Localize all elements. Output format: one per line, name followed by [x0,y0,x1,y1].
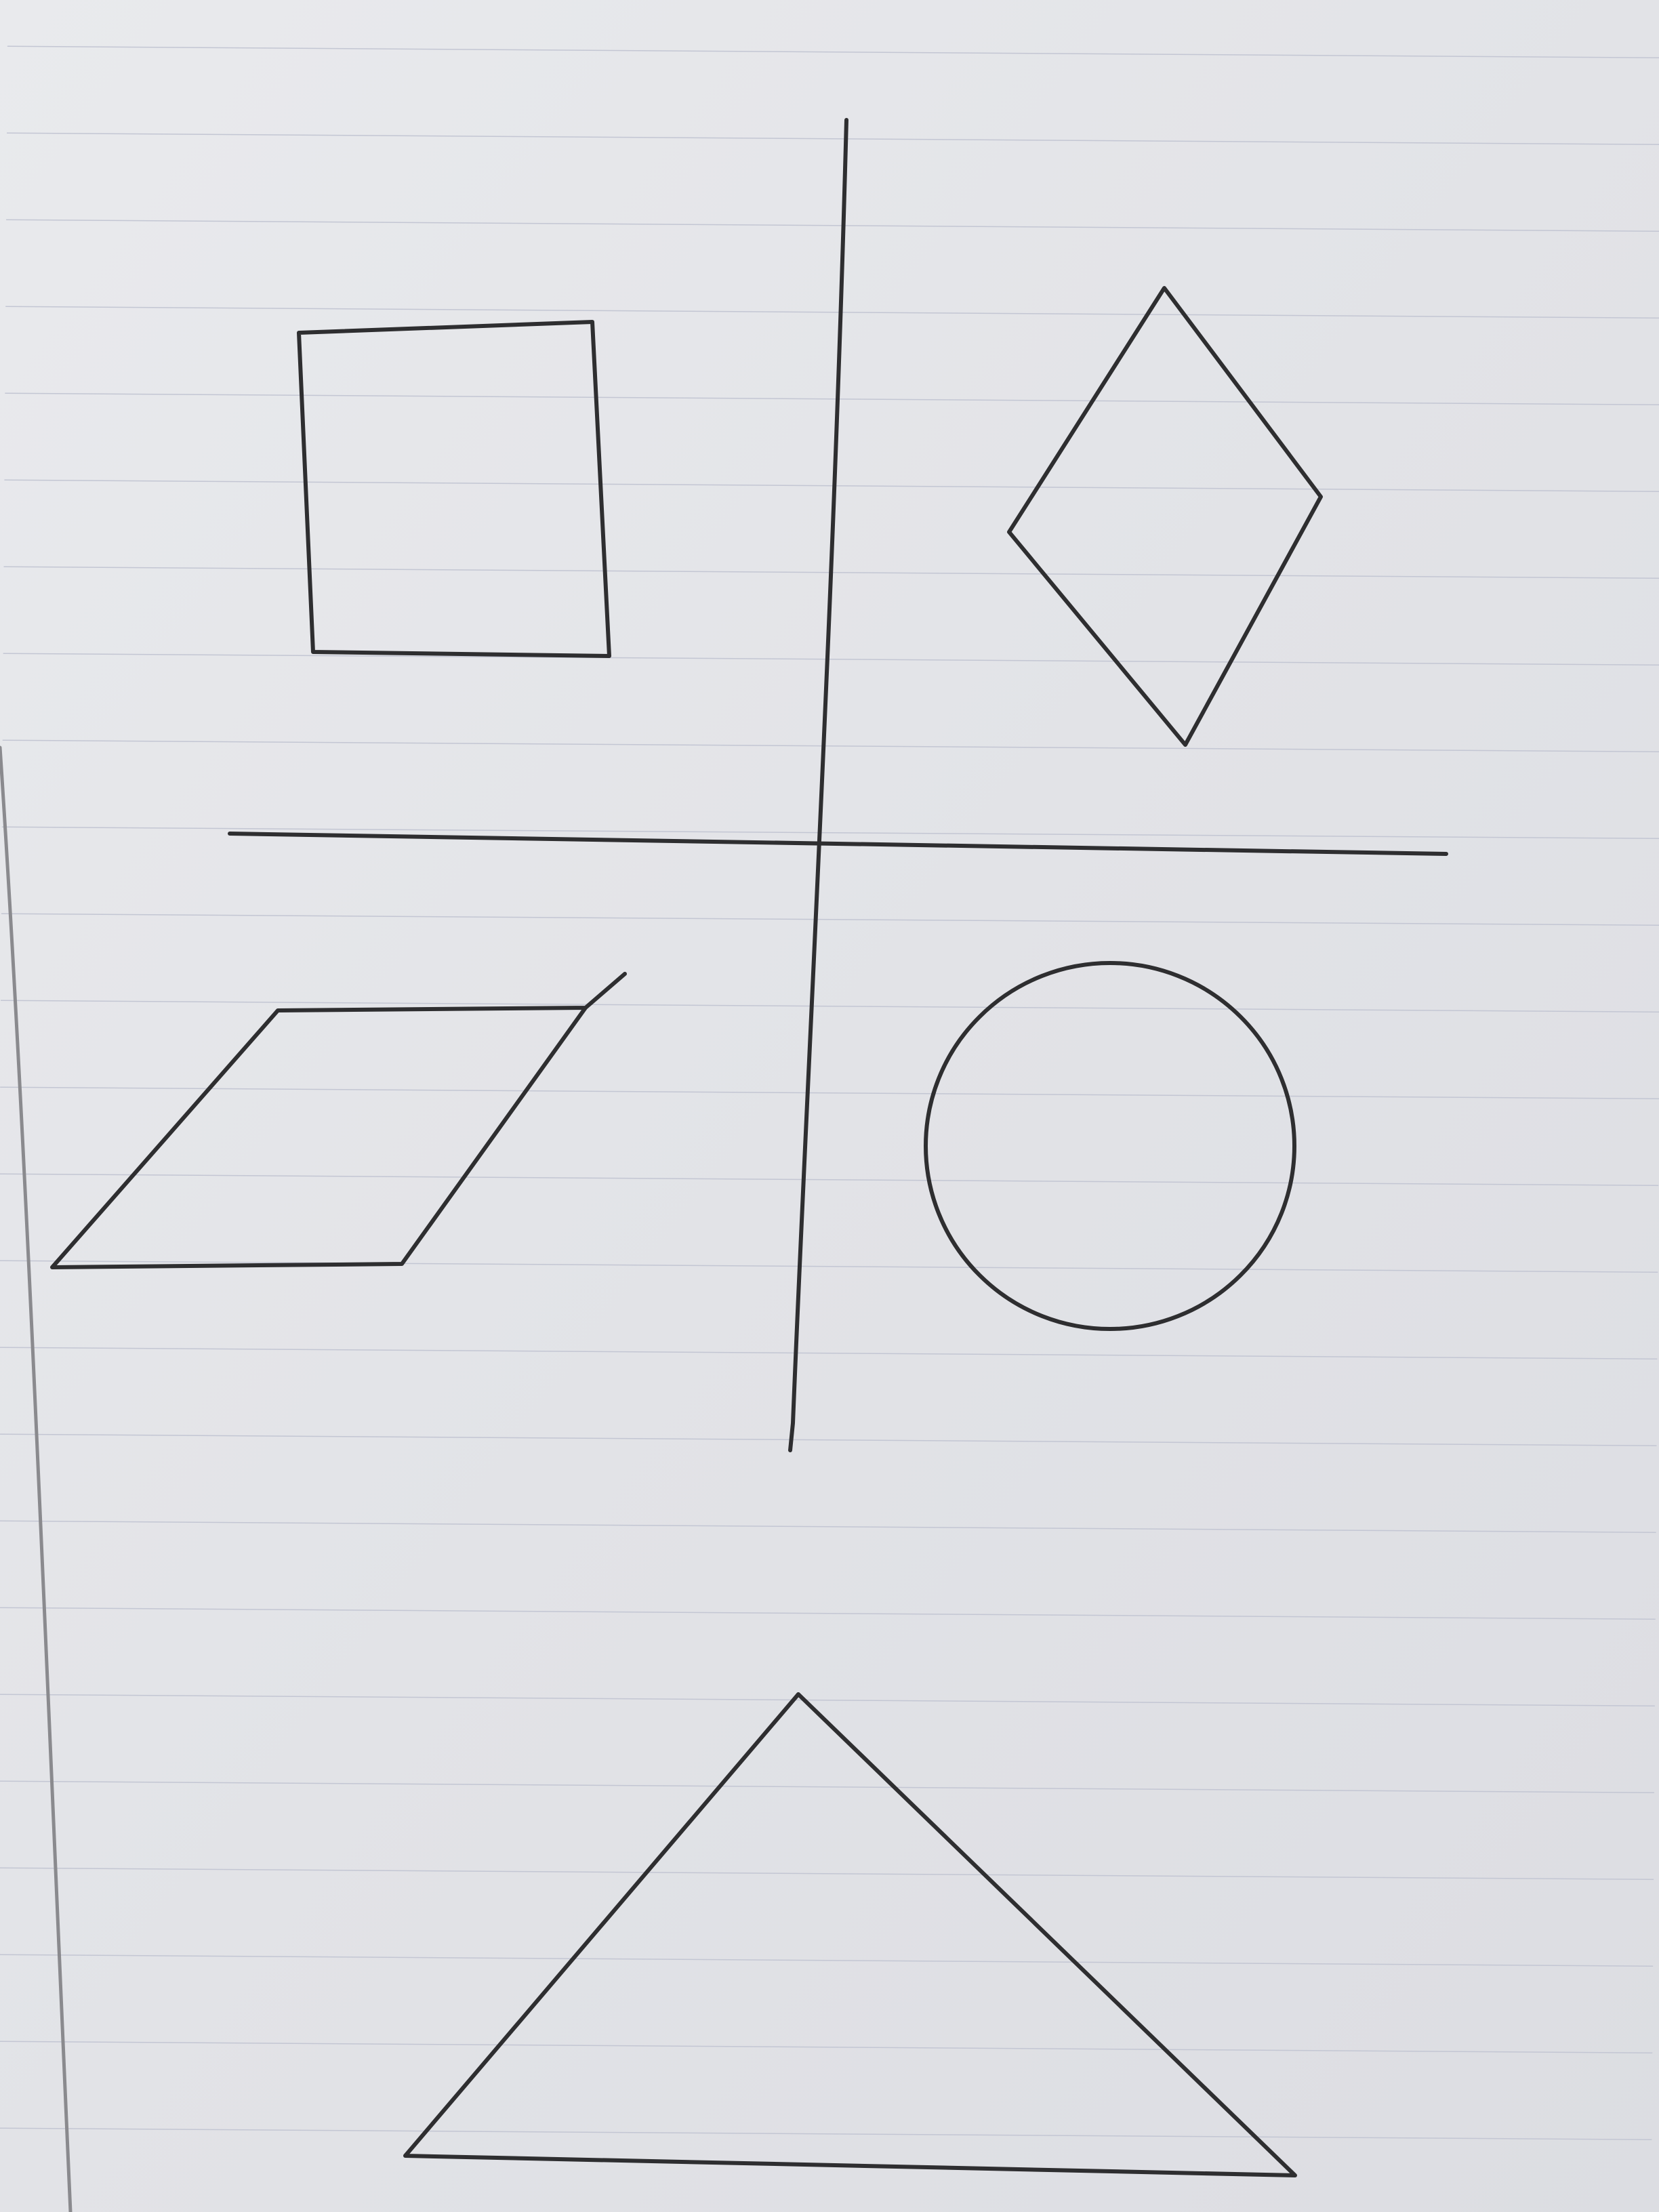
margin-line [0,745,73,2212]
parallelogram [50,972,627,1269]
circle [924,961,1296,1331]
horizontal-divider [228,832,1448,856]
square [297,320,611,658]
rhombus [1007,286,1323,747]
triangle [403,1692,1297,2177]
